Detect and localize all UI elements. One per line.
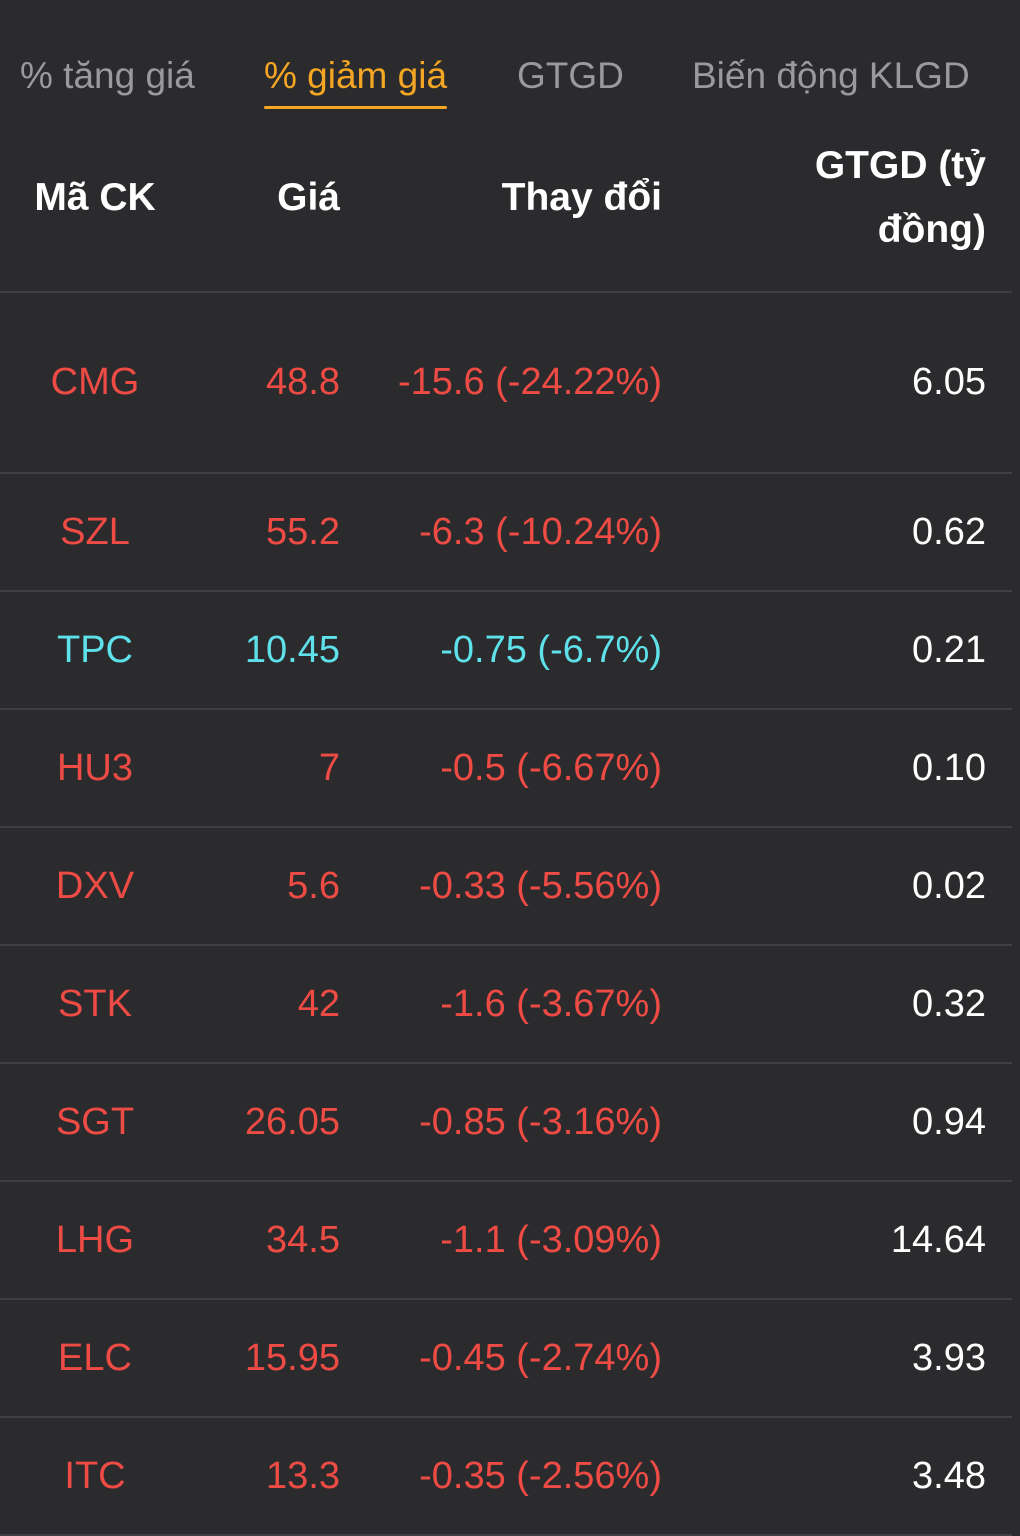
stock-price: 34.5 [266,1218,340,1261]
tab-trading-value[interactable]: GTGD [517,52,624,100]
tab-label: GTGD [517,55,624,96]
column-header-value: GTGD (tỷ đồng) [814,144,986,251]
stock-price: 15.95 [244,1336,340,1379]
tab-label: % giảm giá [264,55,448,96]
trading-value: 0.32 [912,982,986,1025]
stock-change: -0.33 (-5.56%) [419,864,662,907]
tab-percent-gain[interactable]: % tăng giá [20,52,195,100]
stock-symbol: TPC [57,628,133,671]
stock-change: -0.45 (-2.74%) [419,1336,662,1379]
table-row[interactable]: SGT 26.05 -0.85 (-3.16%) 0.94 [0,1064,1012,1182]
table-row[interactable]: STK 42 -1.6 (-3.67%) 0.32 [0,946,1012,1064]
stock-price: 26.05 [244,1100,340,1143]
trading-value: 0.02 [912,864,986,907]
stock-change: -15.6 (-24.22%) [397,361,662,403]
stock-change: -0.85 (-3.16%) [419,1100,662,1143]
trading-value: 0.94 [912,1100,986,1143]
trading-value: 0.10 [912,746,986,789]
trading-value: 3.48 [912,1454,986,1497]
stock-price: 55.2 [266,510,340,553]
table-row[interactable]: TPC 10.45 -0.75 (-6.7%) 0.21 [0,592,1012,710]
trading-value: 14.64 [890,1218,986,1261]
stock-price: 48.8 [266,361,340,403]
stock-change: -1.1 (-3.09%) [440,1218,662,1261]
table-row[interactable]: DXV 5.6 -0.33 (-5.56%) 0.02 [0,828,1012,946]
stock-table-body: CMG 48.8 -15.6 (-24.22%) 6.05 SZL 55.2 -6.3 (-… [0,293,1012,1536]
trading-value: 0.21 [912,628,986,671]
stock-price: 42 [297,982,340,1025]
stock-symbol: ELC [58,1336,132,1379]
stock-symbol: STK [58,982,132,1025]
stock-symbol: HU3 [56,746,134,789]
stock-price: 5.6 [287,864,340,907]
tab-volume-change[interactable]: Biến động KLGD [692,52,970,100]
table-row[interactable]: ITC 13.3 -0.35 (-2.56%) 3.48 [0,1418,1012,1536]
table-row[interactable]: SZL 55.2 -6.3 (-10.24%) 0.62 [0,474,1012,592]
stock-price: 7 [318,746,340,789]
active-tab-indicator [264,106,448,109]
stock-symbol: LHG [55,1218,135,1261]
column-header-price: Giá [277,176,340,219]
trading-value: 6.05 [912,361,986,403]
stock-change: -1.6 (-3.67%) [440,982,662,1025]
trading-value: 0.62 [912,510,986,553]
stock-symbol: SGT [55,1100,135,1143]
tab-percent-loss[interactable]: % giảm giá [264,52,448,109]
stock-change: -0.35 (-2.56%) [419,1454,662,1497]
stock-symbol: ITC [64,1454,126,1497]
stock-symbol: CMG [50,361,140,403]
tab-label: % tăng giá [20,55,195,96]
table-row[interactable]: CMG 48.8 -15.6 (-24.22%) 6.05 [0,293,1012,474]
stock-price: 13.3 [266,1454,340,1497]
table-header: Mã CK Giá Thay đổi GTGD (tỷ đồng) [0,130,1012,293]
stock-symbol: DXV [55,864,135,907]
column-header-change: Thay đổi [501,176,662,219]
column-header-symbol: Mã CK [34,176,156,219]
stock-symbol: SZL [60,510,130,553]
stock-change: -6.3 (-10.24%) [419,510,662,553]
stock-change: -0.75 (-6.7%) [440,628,662,671]
trading-value: 3.93 [912,1336,986,1379]
table-row[interactable]: LHG 34.5 -1.1 (-3.09%) 14.64 [0,1182,1012,1300]
tab-label: Biến động KLGD [692,55,970,96]
stock-change: -0.5 (-6.67%) [440,746,662,789]
stock-price: 10.45 [244,628,340,671]
table-row[interactable]: ELC 15.95 -0.45 (-2.74%) 3.93 [0,1300,1012,1418]
tab-bar: % tăng giá % giảm giá GTGD Biến động KLG… [0,0,1020,130]
table-row[interactable]: HU3 7 -0.5 (-6.67%) 0.10 [0,710,1012,828]
